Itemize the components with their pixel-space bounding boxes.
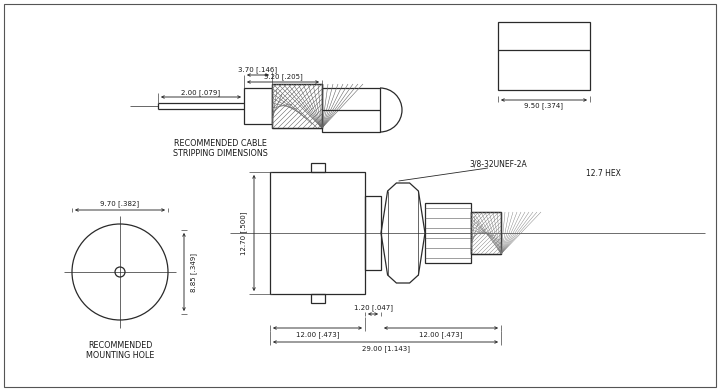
Bar xyxy=(322,88,380,132)
Bar xyxy=(365,196,381,270)
Text: STRIPPING DIMENSIONS: STRIPPING DIMENSIONS xyxy=(173,149,267,158)
Text: 12.70 [.500]: 12.70 [.500] xyxy=(240,211,248,255)
Text: 2.00 [.079]: 2.00 [.079] xyxy=(181,90,220,96)
Text: MOUNTING HOLE: MOUNTING HOLE xyxy=(86,350,154,359)
Bar xyxy=(498,22,590,90)
Bar xyxy=(270,172,365,294)
Bar xyxy=(310,294,325,303)
Text: 1.20 [.047]: 1.20 [.047] xyxy=(354,305,392,311)
Text: 29.00 [1.143]: 29.00 [1.143] xyxy=(361,346,410,352)
Text: 3/8-32UNEF-2A: 3/8-32UNEF-2A xyxy=(469,160,527,169)
Bar xyxy=(272,84,322,128)
Text: 8.85 [.349]: 8.85 [.349] xyxy=(191,253,197,292)
Text: 12.00 [.473]: 12.00 [.473] xyxy=(296,332,339,338)
Text: 5.20 [.205]: 5.20 [.205] xyxy=(264,74,302,81)
Text: 12.7 HEX: 12.7 HEX xyxy=(586,170,621,179)
Bar xyxy=(471,212,501,254)
Bar xyxy=(244,88,272,124)
Bar xyxy=(272,84,322,128)
Text: 3.70 [.146]: 3.70 [.146] xyxy=(238,66,278,74)
Bar xyxy=(471,212,501,254)
Text: 12.00 [.473]: 12.00 [.473] xyxy=(419,332,463,338)
Bar xyxy=(310,163,325,172)
Text: RECOMMENDED: RECOMMENDED xyxy=(88,341,152,350)
Text: RECOMMENDED CABLE: RECOMMENDED CABLE xyxy=(174,140,266,149)
Text: 9.50 [.374]: 9.50 [.374] xyxy=(524,102,564,109)
Bar xyxy=(425,203,471,263)
Text: 9.70 [.382]: 9.70 [.382] xyxy=(100,201,140,207)
